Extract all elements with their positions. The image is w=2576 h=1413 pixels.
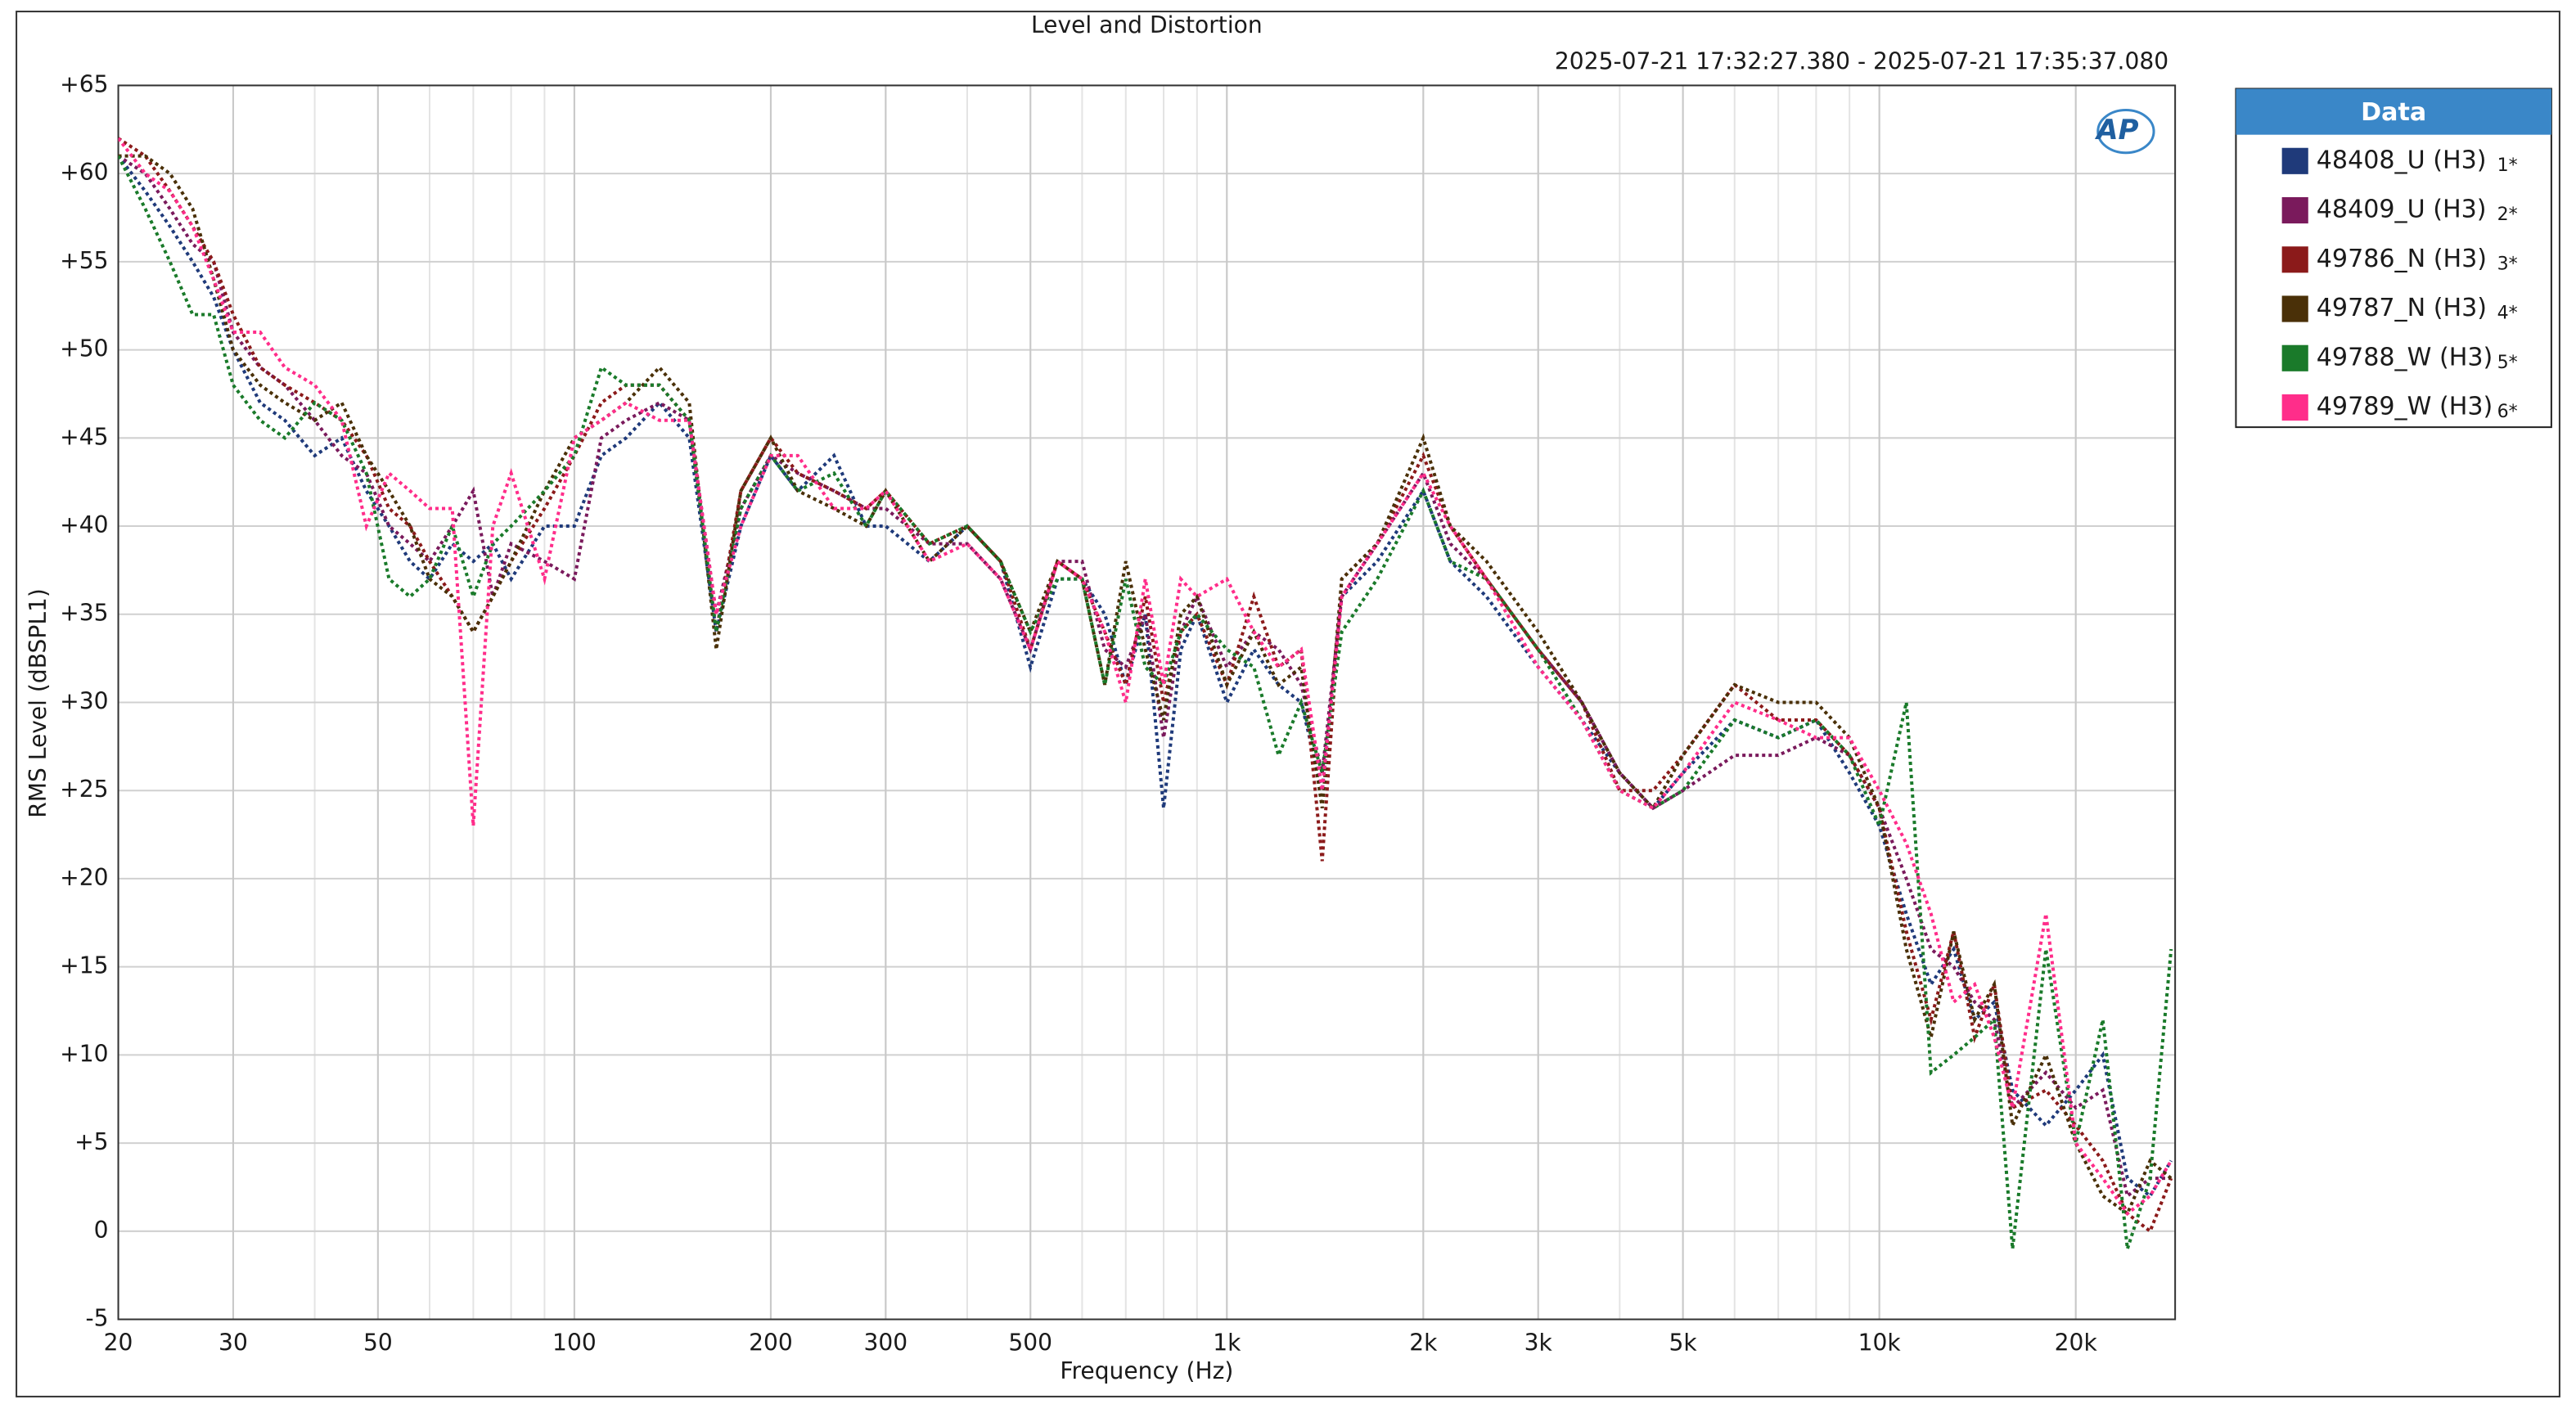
y-tick-label: +35	[60, 600, 108, 627]
y-axis-label: RMS Level (dBSPL1)	[25, 588, 52, 818]
frame	[16, 11, 2560, 1397]
logo-text: AP	[2094, 114, 2138, 146]
chart-subtitle: 2025-07-21 17:32:27.380 - 2025-07-21 17:…	[1555, 47, 2168, 74]
y-tick-label: -5	[85, 1305, 108, 1332]
plot-area	[117, 84, 2177, 1321]
y-tick-label: +20	[60, 864, 108, 891]
legend-swatch	[2281, 295, 2308, 322]
legend-label: 49788_W (H3)	[2317, 343, 2493, 371]
chart-title: Level and Distortion	[1031, 11, 1263, 38]
logo-ring	[2096, 109, 2155, 155]
y-tick-label: +25	[60, 776, 108, 803]
x-tick-label: 5k	[1669, 1330, 1698, 1357]
data-line	[118, 155, 2173, 1249]
y-tick-label: +60	[60, 159, 108, 186]
legend-swatch	[2281, 344, 2308, 371]
x-tick-label: 10k	[1858, 1330, 1902, 1357]
legend-tag: 4*	[2497, 304, 2518, 324]
x-tick-label: 100	[552, 1330, 597, 1357]
legend-label: 48408_U (H3)	[2317, 146, 2487, 174]
legend-swatch	[2281, 246, 2308, 273]
x-tick-label: 300	[864, 1330, 908, 1357]
y-tick-label: +5	[74, 1128, 108, 1155]
legend-header	[2236, 88, 2551, 135]
y-tick-label: +15	[60, 952, 108, 979]
legend-swatch	[2281, 196, 2308, 224]
data-line	[118, 137, 2173, 1217]
x-tick-label: 500	[1008, 1330, 1052, 1357]
x-tick-label: 3k	[1524, 1330, 1553, 1357]
legend-swatch	[2281, 394, 2308, 421]
legend-label: 49786_N (H3)	[2317, 245, 2487, 273]
y-tick-label: +65	[60, 70, 108, 97]
y-tick-label: +10	[60, 1040, 108, 1067]
y-tick-label: +45	[60, 423, 108, 450]
data-line	[118, 154, 2172, 1199]
legend-label: 49789_W (H3)	[2317, 393, 2493, 421]
legend-label: 48409_U (H3)	[2317, 196, 2487, 224]
data-line	[118, 155, 2173, 1199]
legend-tag: 5*	[2497, 353, 2518, 373]
x-tick-label: 2k	[1409, 1330, 1438, 1357]
legend-tag: 2*	[2497, 205, 2518, 225]
y-tick-label: +30	[60, 687, 108, 714]
legend-tag: 6*	[2497, 402, 2518, 422]
y-tick-label: +55	[60, 247, 108, 274]
data-line	[118, 154, 2173, 1217]
x-tick-label: 20k	[2055, 1330, 2098, 1357]
x-axis-label: Frequency (Hz)	[1060, 1357, 1233, 1384]
legend-swatch	[2281, 147, 2308, 174]
legend-tag: 3*	[2497, 254, 2518, 274]
x-tick-label: 200	[749, 1330, 793, 1357]
y-tick-label: +50	[60, 335, 108, 362]
x-tick-label: 1k	[1213, 1330, 1241, 1357]
x-tick-label: 50	[363, 1330, 393, 1357]
legend-title: Data	[2361, 98, 2426, 127]
logo: AP	[2094, 109, 2155, 155]
x-tick-label: 20	[104, 1330, 133, 1357]
legend-tag: 1*	[2497, 155, 2518, 176]
legend-label: 49787_N (H3)	[2317, 294, 2487, 322]
y-tick-label: 0	[94, 1217, 109, 1244]
x-tick-label: 30	[218, 1330, 248, 1357]
y-tick-label: +40	[60, 511, 108, 538]
